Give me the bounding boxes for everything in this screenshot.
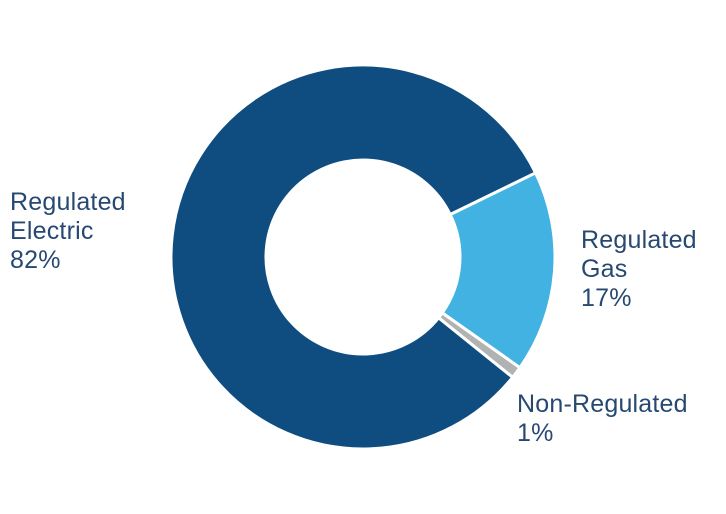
label-value: 17% bbox=[581, 284, 632, 312]
label-line: Electric bbox=[10, 217, 94, 245]
label-line: Regulated bbox=[10, 188, 126, 216]
label-non-regulated: Non-Regulated 1% bbox=[517, 390, 688, 448]
slice-regulated-electric bbox=[169, 63, 538, 451]
label-value: 82% bbox=[10, 246, 61, 274]
label-line: Gas bbox=[581, 255, 628, 283]
slice-regulated-gas bbox=[440, 171, 557, 370]
label-line: Non-Regulated bbox=[517, 390, 688, 418]
label-regulated-gas: Regulated Gas 17% bbox=[581, 226, 697, 313]
label-line: Regulated bbox=[581, 226, 697, 254]
label-value: 1% bbox=[517, 419, 554, 447]
label-regulated-electric: Regulated Electric 82% bbox=[10, 188, 126, 275]
